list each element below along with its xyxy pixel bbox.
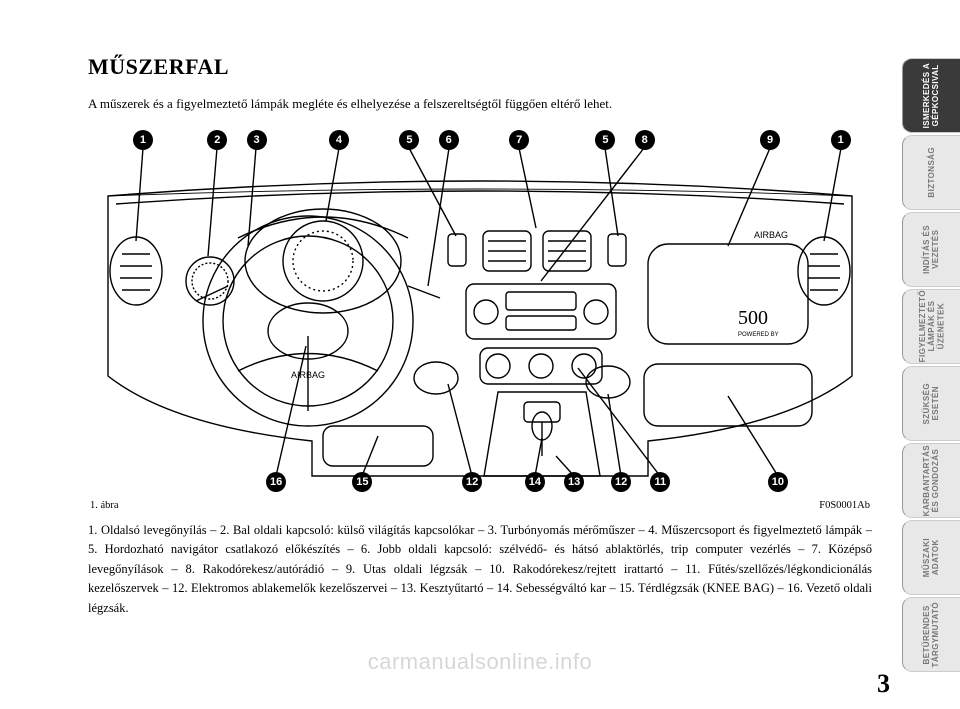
tab-szukseg[interactable]: SZÜKSÉG ESETÉN [902,366,960,441]
callout-top: 7 [509,130,529,150]
tab-beturendes[interactable]: BETŰRENDES TÁRGYMUTATÓ [902,597,960,672]
tab-label: MŰSZAKI ADATOK [922,538,940,577]
callout-top: 1 [831,130,851,150]
callout-top: 4 [329,130,349,150]
figure-legend: 1. Oldalsó levegőnyílás – 2. Bal oldali … [88,521,872,618]
callout-top: 9 [760,130,780,150]
side-tabs: ISMERKEDÉS A GÉPKOCSIVAL BIZTONSÁG INDÍT… [902,58,960,674]
callout-bottom: 12 [611,472,631,492]
tab-label: BIZTONSÁG [927,147,936,198]
lead-text: A műszerek és a figyelmeztető lámpák meg… [88,96,872,112]
callout-bottom: 16 [266,472,286,492]
figure-caption-row: 1. ábra F0S0001Ab [90,500,870,511]
tab-label: SZÜKSÉG ESETÉN [922,383,940,424]
callout-bottom: 10 [768,472,788,492]
tab-ismerkedes[interactable]: ISMERKEDÉS A GÉPKOCSIVAL [902,58,960,133]
tab-label: INDÍTÁS ÉS VEZETÉS [922,225,940,274]
tab-label: BETŰRENDES TÁRGYMUTATÓ [922,602,940,667]
callout-top: 1 [133,130,153,150]
callout-bottom: 15 [352,472,372,492]
tab-label: ISMERKEDÉS A GÉPKOCSIVAL [922,63,940,128]
figure-caption-left: 1. ábra [90,500,119,511]
callout-top: 6 [439,130,459,150]
callout-bottom: 12 [462,472,482,492]
callout-bottom: 14 [525,472,545,492]
tab-inditas[interactable]: INDÍTÁS ÉS VEZETÉS [902,212,960,287]
callout-top: 2 [207,130,227,150]
page-number: 3 [877,669,890,699]
callout-top: 3 [247,130,267,150]
callout-top: 5 [399,130,419,150]
tab-label: KARBANTARTÁS ÉS GONDOZÁS [922,445,940,516]
figure-caption-right: F0S0001Ab [819,500,870,511]
callout-top: 8 [635,130,655,150]
callout-bottom: 13 [564,472,584,492]
page-content: MŰSZERFAL A műszerek és a figyelmeztető … [88,54,872,681]
callout-top: 5 [595,130,615,150]
tab-biztonsag[interactable]: BIZTONSÁG [902,135,960,210]
tab-figyelmezteto[interactable]: FIGYELMEZTETŐ LÁMPÁK ÉS ÜZENETEK [902,289,960,364]
callout-bottom: 11 [650,472,670,492]
dashboard-figure: AIRBAG [88,126,872,496]
tab-karbantartas[interactable]: KARBANTARTÁS ÉS GONDOZÁS [902,443,960,518]
tab-label: FIGYELMEZTETŐ LÁMPÁK ÉS ÜZENETEK [918,290,946,362]
callout-layer: 1 2 3 4 5 6 7 5 8 9 1 16 15 12 14 13 12 … [88,126,872,496]
page-title: MŰSZERFAL [88,54,872,80]
tab-muszaki[interactable]: MŰSZAKI ADATOK [902,520,960,595]
